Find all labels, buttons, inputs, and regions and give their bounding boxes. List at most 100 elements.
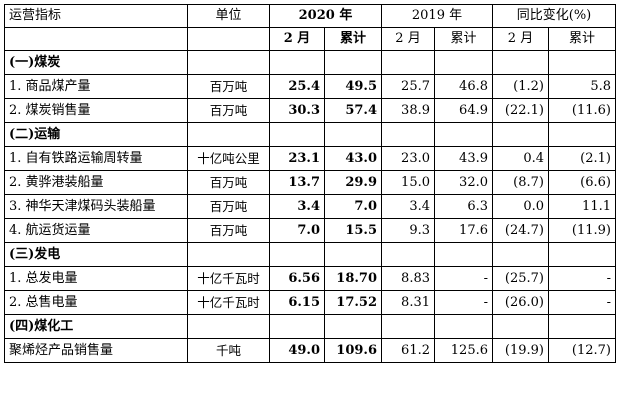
section-label: (四)煤化工 — [4, 314, 188, 339]
operating-indicators-table: 运营指标 单位 2020 年 2019 年 同比变化(%) 2 月 累计 2 月… — [4, 4, 616, 363]
indicator-label: 聚烯烃产品销售量 — [4, 338, 188, 363]
empty-cell — [324, 314, 382, 339]
unit-cell: 百万吨 — [187, 218, 270, 243]
indicator-label: 1. 总发电量 — [4, 266, 188, 291]
value-2020-cumulative: 18.70 — [324, 266, 382, 291]
value-2019-cumulative: 17.6 — [434, 218, 493, 243]
value-2019-cumulative: 64.9 — [434, 98, 493, 123]
header-indicator: 运营指标 — [4, 4, 188, 28]
table-row: 1. 商品煤产量 百万吨 25.4 49.5 25.7 46.8 (1.2) 5.8 — [4, 74, 616, 99]
value-2019-cumulative: 43.9 — [434, 146, 493, 171]
empty-cell — [492, 50, 549, 75]
value-yoy-cumulative: (11.6) — [548, 98, 616, 123]
empty-cell — [269, 314, 325, 339]
unit-cell: 百万吨 — [187, 98, 270, 123]
empty-cell — [548, 242, 616, 267]
value-2020-cumulative: 49.5 — [324, 74, 382, 99]
header-row-sub: 2 月 累计 2 月 累计 2 月 累计 — [4, 27, 616, 51]
indicator-label: 1. 自有铁路运输周转量 — [4, 146, 188, 171]
header-yoy-month: 2 月 — [492, 27, 549, 51]
value-2020-month: 3.4 — [269, 194, 325, 219]
value-2020-month: 7.0 — [269, 218, 325, 243]
indicator-label: 3. 神华天津煤码头装船量 — [4, 194, 188, 219]
empty-cell — [269, 122, 325, 147]
empty-cell — [492, 314, 549, 339]
value-2019-cumulative: 125.6 — [434, 338, 493, 363]
value-2020-cumulative: 29.9 — [324, 170, 382, 195]
value-2020-month: 25.4 — [269, 74, 325, 99]
value-2019-month: 25.7 — [381, 74, 435, 99]
value-yoy-cumulative: 5.8 — [548, 74, 616, 99]
value-2019-month: 23.0 — [381, 146, 435, 171]
header-year-2020: 2020 年 — [269, 4, 382, 28]
section-label: (三)发电 — [4, 242, 188, 267]
value-2020-month: 49.0 — [269, 338, 325, 363]
empty-cell — [492, 122, 549, 147]
unit-cell: 百万吨 — [187, 74, 270, 99]
section-label: (一)煤炭 — [4, 50, 188, 75]
empty-cell — [381, 242, 435, 267]
section-row: (四)煤化工 — [4, 314, 616, 339]
empty-cell — [324, 122, 382, 147]
value-2020-cumulative: 43.0 — [324, 146, 382, 171]
header-blank — [4, 27, 188, 51]
header-2019-cumulative: 累计 — [434, 27, 493, 51]
unit-cell: 十亿吨公里 — [187, 146, 270, 171]
indicator-label: 2. 总售电量 — [4, 290, 188, 315]
header-2019-month: 2 月 — [381, 27, 435, 51]
value-2019-month: 8.31 — [381, 290, 435, 315]
empty-cell — [269, 242, 325, 267]
value-2019-month: 8.83 — [381, 266, 435, 291]
header-row-top: 运营指标 单位 2020 年 2019 年 同比变化(%) — [4, 4, 616, 28]
header-year-2019: 2019 年 — [381, 4, 493, 28]
empty-cell — [548, 314, 616, 339]
value-2019-month: 38.9 — [381, 98, 435, 123]
empty-cell — [434, 122, 493, 147]
value-yoy-month: 0.0 — [492, 194, 549, 219]
value-2020-cumulative: 109.6 — [324, 338, 382, 363]
empty-cell — [381, 50, 435, 75]
empty-cell — [548, 122, 616, 147]
value-2020-cumulative: 57.4 — [324, 98, 382, 123]
indicator-label: 2. 黄骅港装船量 — [4, 170, 188, 195]
section-row: (二)运输 — [4, 122, 616, 147]
table-row: 1. 总发电量 十亿千瓦时 6.56 18.70 8.83- (25.7) - — [4, 266, 616, 291]
unit-cell: 千吨 — [187, 338, 270, 363]
value-yoy-month: (26.0) — [492, 290, 549, 315]
value-yoy-month: (24.7) — [492, 218, 549, 243]
empty-cell — [548, 50, 616, 75]
value-yoy-cumulative: (2.1) — [548, 146, 616, 171]
unit-cell: 十亿千瓦时 — [187, 266, 270, 291]
section-label: (二)运输 — [4, 122, 188, 147]
value-2019-month: 61.2 — [381, 338, 435, 363]
value-yoy-cumulative: - — [548, 266, 616, 291]
value-2020-month: 13.7 — [269, 170, 325, 195]
value-yoy-month: (19.9) — [492, 338, 549, 363]
header-yoy: 同比变化(%) — [492, 4, 616, 28]
table-row: 1. 自有铁路运输周转量 十亿吨公里 23.1 43.0 23.0 43.9 0.4 (2.1… — [4, 146, 616, 171]
value-2020-cumulative: 7.0 — [324, 194, 382, 219]
value-2020-cumulative: 17.52 — [324, 290, 382, 315]
table-row: 2. 黄骅港装船量 百万吨 13.7 29.9 15.0 32.0 (8.7) (6.6) — [4, 170, 616, 195]
value-2020-month: 23.1 — [269, 146, 325, 171]
value-2019-month: 3.4 — [381, 194, 435, 219]
value-2019-cumulative: - — [434, 290, 493, 315]
empty-cell — [434, 50, 493, 75]
value-2020-cumulative: 15.5 — [324, 218, 382, 243]
table-row: 4. 航运货运量 百万吨 7.0 15.5 9.3 17.6 (24.7) (11.9) — [4, 218, 616, 243]
section-row: (三)发电 — [4, 242, 616, 267]
table-row: 3. 神华天津煤码头装船量 百万吨 3.4 7.0 3.4 6.3 0.0 11.1 — [4, 194, 616, 219]
header-2020-month: 2 月 — [269, 27, 325, 51]
empty-cell — [492, 242, 549, 267]
value-yoy-cumulative: - — [548, 290, 616, 315]
empty-cell — [187, 50, 270, 75]
value-2019-month: 15.0 — [381, 170, 435, 195]
value-2020-month: 6.56 — [269, 266, 325, 291]
empty-cell — [434, 314, 493, 339]
value-2019-cumulative: 6.3 — [434, 194, 493, 219]
indicator-label: 2. 煤炭销售量 — [4, 98, 188, 123]
header-blank — [187, 27, 270, 51]
value-yoy-cumulative: (12.7) — [548, 338, 616, 363]
indicator-label: 1. 商品煤产量 — [4, 74, 188, 99]
value-2019-cumulative: 32.0 — [434, 170, 493, 195]
